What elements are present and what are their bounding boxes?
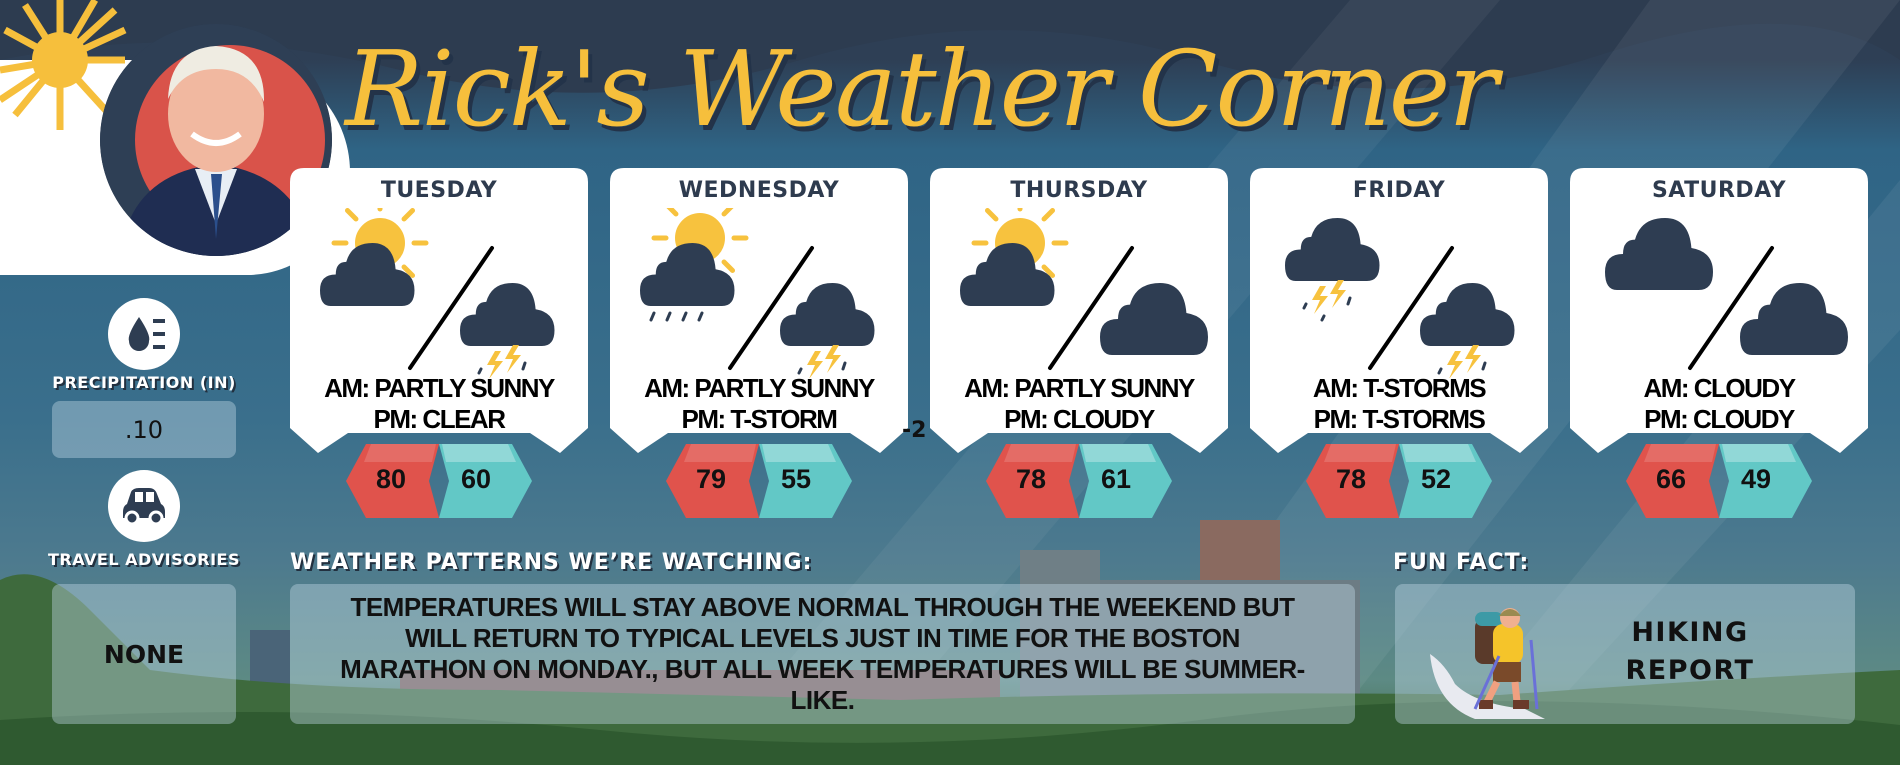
low-temp: 55	[781, 464, 812, 494]
temperature-badge: 80 60	[346, 444, 532, 518]
day-label: SATURDAY	[1651, 178, 1787, 203]
forecast-card-wednesday[interactable]: WEDNESDAY AM: PARTLY SUNNY PM: T-STORM 79…	[610, 168, 908, 518]
day-label: WEDNESDAY	[678, 178, 840, 203]
weather-icons	[1285, 218, 1515, 378]
low-temp: 60	[461, 464, 492, 494]
day-label: TUESDAY	[380, 178, 498, 203]
divider-slash	[1688, 246, 1774, 370]
weather-patterns-text: TEMPERATURES WILL STAY ABOVE NORMAL THRO…	[290, 584, 1355, 724]
thunderstorm-icon	[460, 283, 555, 378]
thunderstorm-icon	[1420, 283, 1515, 378]
precipitation-value: .10	[52, 401, 236, 458]
forecast-card-saturday[interactable]: SATURDAY AM: CLOUDY PM: CLOUDY 66 49	[1570, 168, 1868, 518]
am-condition: AM: PARTLY SUNNY	[964, 373, 1195, 403]
fun-fact-card[interactable]: HIKING REPORT	[1395, 584, 1855, 724]
stray-text: -2	[902, 418, 927, 443]
pm-condition: PM: T-STORMS	[1313, 404, 1486, 434]
divider-slash	[1048, 246, 1134, 370]
weather-icons	[320, 208, 555, 378]
weather-patterns-heading: WEATHER PATTERNS WE’RE WATCHING:	[290, 550, 813, 575]
divider-slash	[728, 246, 814, 370]
pm-condition: PM: CLOUDY	[1644, 404, 1795, 434]
travel-advisories-label: TRAVEL ADVISORIES	[48, 550, 240, 569]
am-condition: AM: PARTLY SUNNY	[644, 373, 875, 403]
fun-fact-heading: FUN FACT:	[1393, 550, 1530, 575]
partly-sunny-rain-icon	[640, 208, 749, 322]
weather-icons	[960, 208, 1208, 370]
precipitation-label: PRECIPITATION (IN)	[52, 373, 236, 392]
day-label: THURSDAY	[1010, 178, 1148, 203]
pm-condition: PM: CLEAR	[373, 404, 506, 434]
am-condition: AM: CLOUDY	[1643, 373, 1796, 403]
travel-advisories-value: NONE	[52, 584, 236, 724]
high-temp: 78	[1336, 464, 1367, 494]
am-condition: AM: PARTLY SUNNY	[324, 373, 555, 403]
weather-icons	[1605, 218, 1848, 370]
low-temp: 61	[1101, 464, 1132, 494]
thunderstorm-icon	[1285, 218, 1380, 322]
am-condition: AM: T-STORMS	[1312, 373, 1487, 403]
temperature-badge: 78 61	[986, 444, 1172, 518]
hiker-icon	[1430, 608, 1545, 719]
divider-slash	[408, 246, 494, 370]
forecast-card-tuesday[interactable]: TUESDAY AM: PARTLY SUNNY PM: CLEAR 80 60	[290, 168, 588, 518]
car-icon	[108, 470, 180, 542]
cloudy-icon	[1100, 283, 1208, 355]
sun-icon	[0, 0, 127, 130]
high-temp: 80	[376, 464, 407, 494]
forecast-card-thursday[interactable]: THURSDAY AM: PARTLY SUNNY PM: CLOUDY 78 6…	[930, 168, 1228, 518]
city-skyline-background	[0, 520, 1900, 765]
low-temp: 52	[1421, 464, 1452, 494]
low-temp: 49	[1741, 464, 1772, 494]
page-title: Rick's Weather Corner	[345, 28, 1498, 150]
temperature-badge: 66 49	[1626, 444, 1812, 518]
presenter-photo	[100, 24, 332, 256]
fun-fact-line-1: HIKING	[1631, 617, 1749, 648]
partly-sunny-icon	[960, 208, 1069, 306]
forecast-card-friday[interactable]: FRIDAY AM: T-STORMS PM: T-STORMS 78 52	[1250, 168, 1548, 518]
high-temp: 79	[696, 464, 727, 494]
pm-condition: PM: T-STORM	[681, 404, 838, 434]
high-temp: 66	[1656, 464, 1687, 494]
weather-icons	[640, 208, 875, 378]
cloudy-icon	[1605, 218, 1713, 290]
temperature-badge: 78 52	[1306, 444, 1492, 518]
fun-fact-line-2: REPORT	[1625, 655, 1755, 686]
pm-condition: PM: CLOUDY	[1004, 404, 1155, 434]
high-temp: 78	[1016, 464, 1047, 494]
thunderstorm-icon	[780, 283, 875, 378]
header-wave-background	[0, 0, 1900, 93]
partly-sunny-icon	[320, 208, 429, 306]
precipitation-icon	[108, 298, 180, 370]
day-label: FRIDAY	[1352, 178, 1446, 203]
temperature-badge: 79 55	[666, 444, 852, 518]
divider-slash	[1368, 246, 1454, 370]
cloudy-icon	[1740, 283, 1848, 355]
